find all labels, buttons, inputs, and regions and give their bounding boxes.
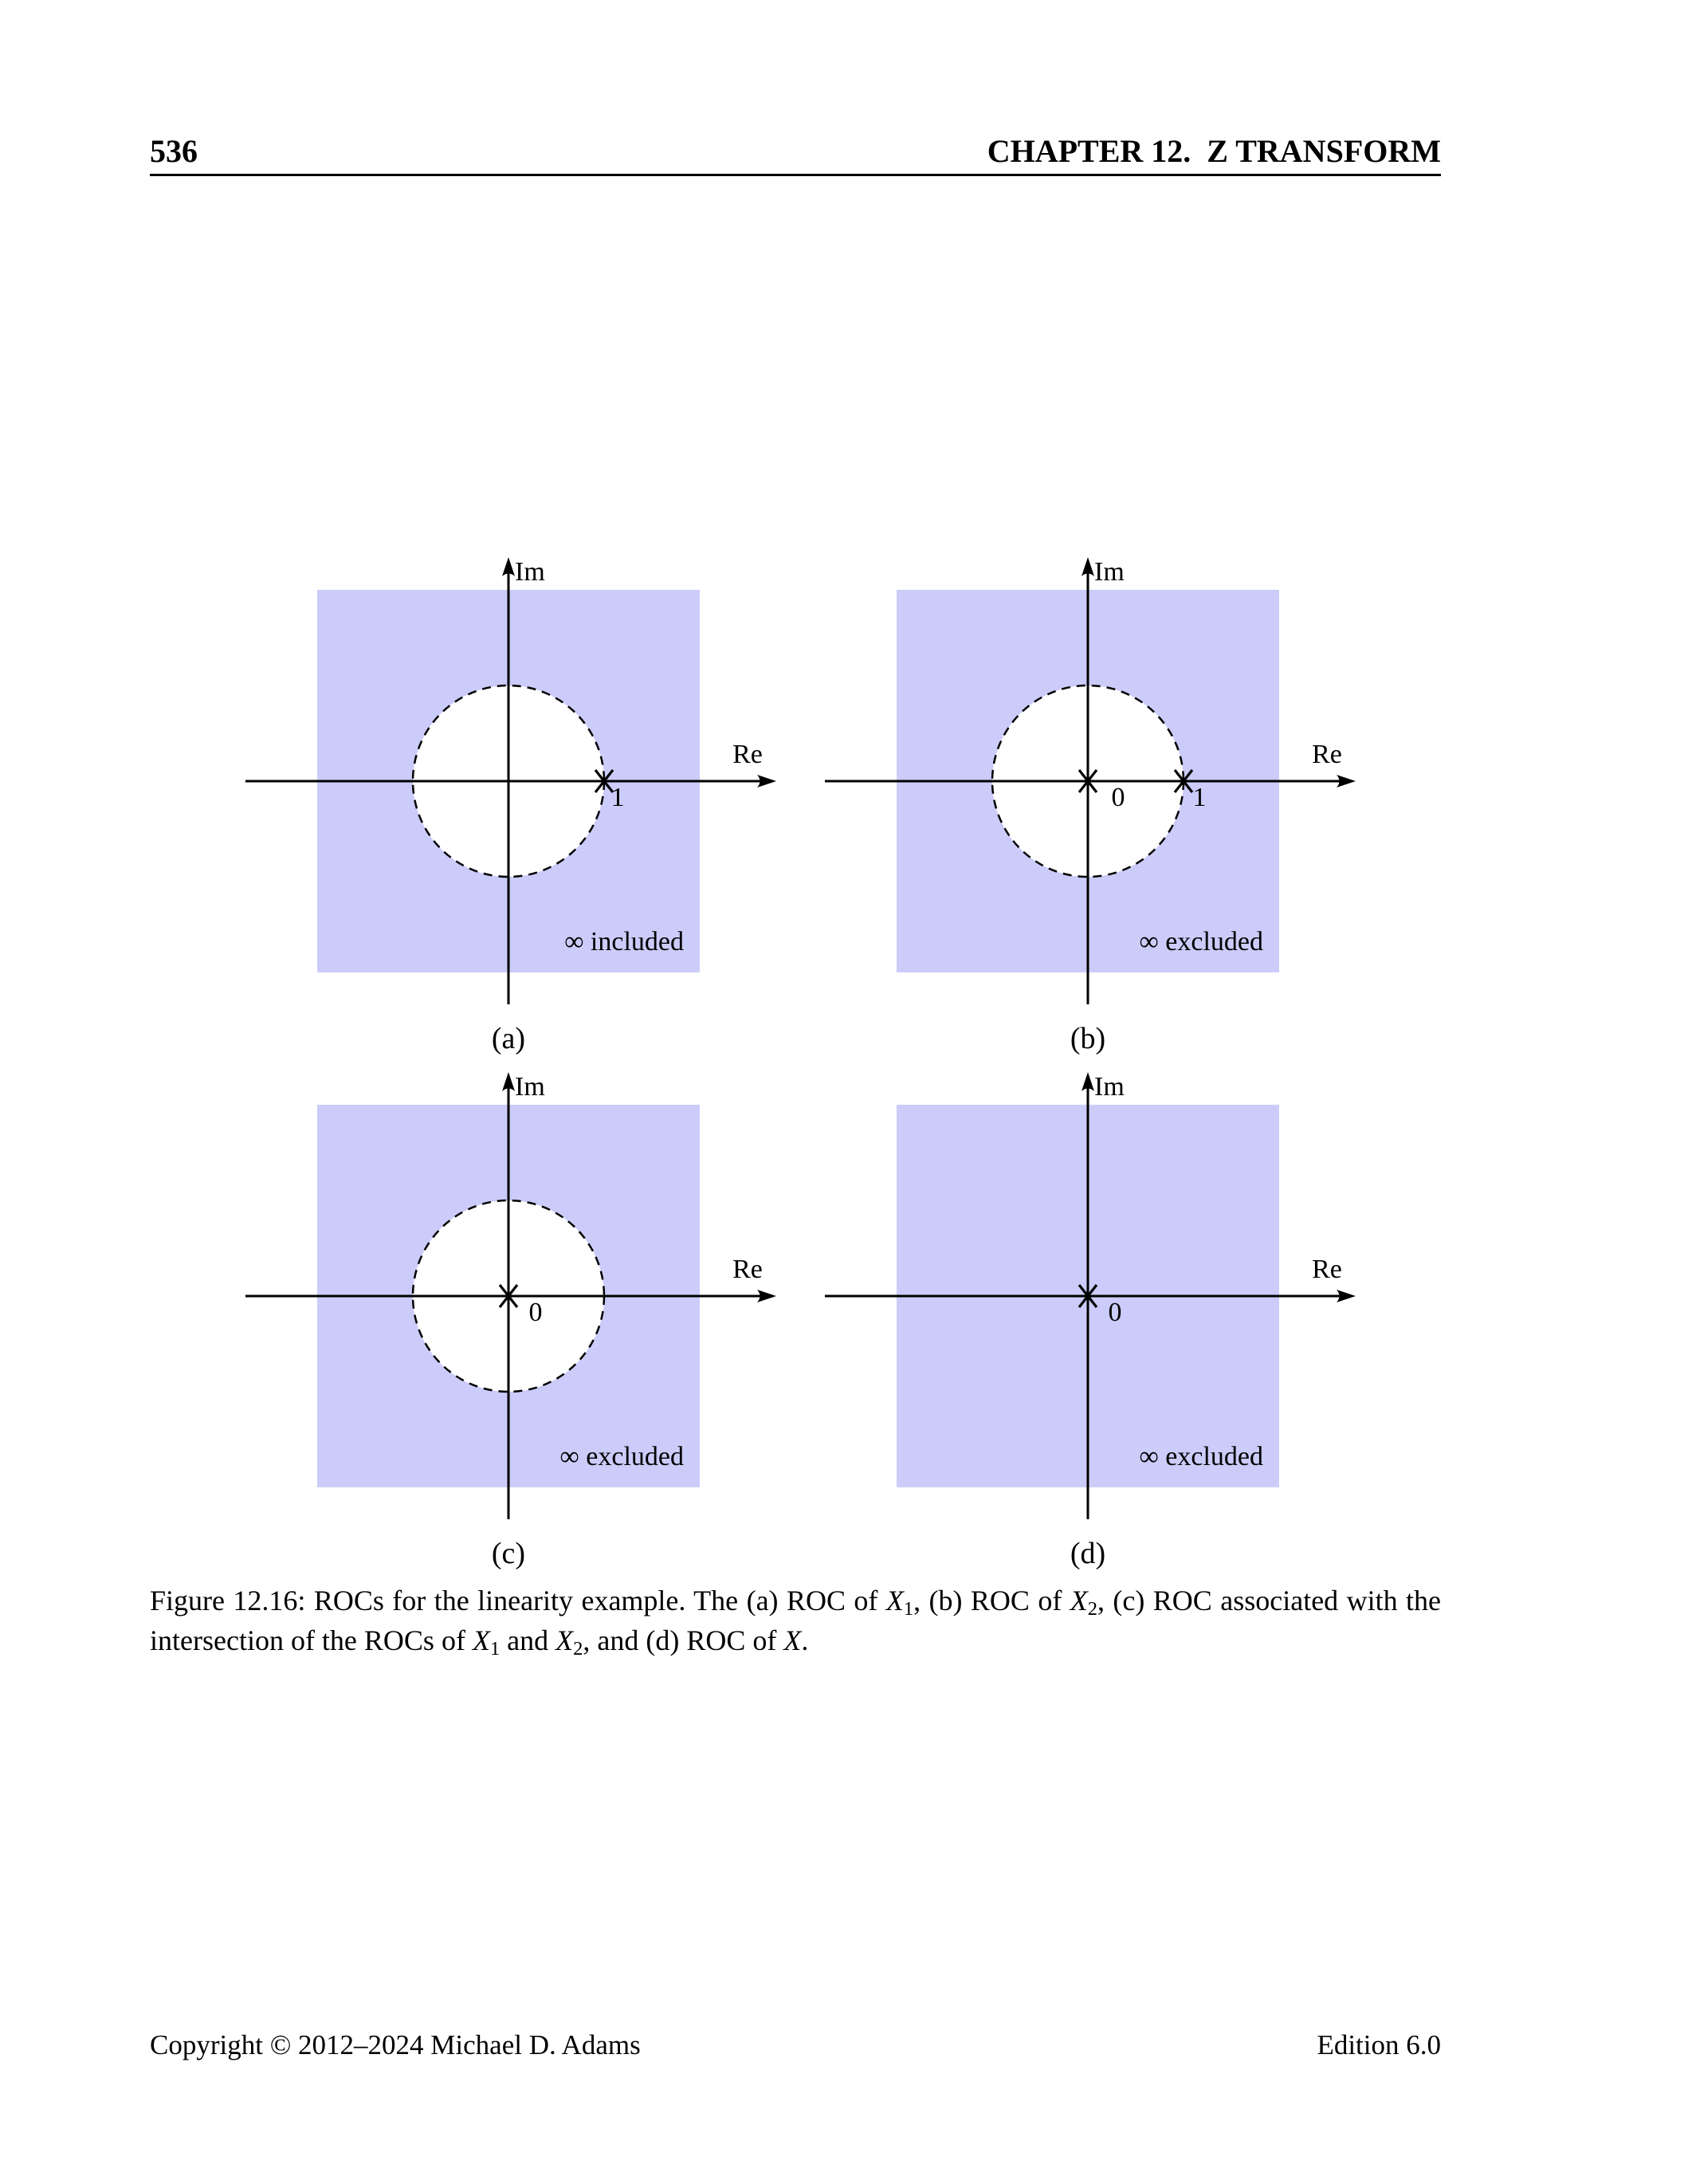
figure-caption: Figure 12.16: ROCs for the linearity exa… — [150, 1585, 1441, 1660]
roc-diagram-c: Im Re 0 ∞ excluded (c) — [245, 1072, 776, 1570]
infinity-note: ∞ included — [564, 927, 684, 956]
pole-marker-origin — [498, 1284, 519, 1308]
pole-marker-one — [1173, 769, 1194, 793]
page-footer: Copyright © 2012–2024 Michael D. Adams E… — [150, 2029, 1441, 2061]
re-axis-arrowhead — [757, 1290, 776, 1302]
pole-one-label: 1 — [1193, 783, 1207, 812]
infinity-note: ∞ excluded — [1140, 1442, 1263, 1471]
edition-label: Edition 6.0 — [1317, 2029, 1441, 2060]
im-axis-label: Im — [515, 1072, 545, 1102]
im-axis-arrowhead — [502, 1072, 515, 1091]
re-axis-arrowhead — [1337, 775, 1356, 788]
re-axis-label: Re — [1312, 1255, 1342, 1284]
re-axis-label: Re — [732, 1255, 763, 1284]
roc-diagram-b: Im Re 0 1 ∞ excluded (b) — [825, 557, 1356, 1055]
im-axis-arrowhead — [1081, 557, 1094, 576]
origin-label: 0 — [1109, 1298, 1122, 1327]
header-rule — [150, 174, 1441, 176]
panel-label: (b) — [1070, 1022, 1105, 1055]
im-axis-label: Im — [515, 557, 545, 587]
chapter-title: CHAPTER 12. Z TRANSFORM — [987, 133, 1441, 169]
re-axis-arrowhead — [1337, 1290, 1356, 1302]
roc-diagram-a: Im Re 1 ∞ included (a) — [245, 557, 776, 1055]
origin-label: 0 — [1112, 783, 1125, 812]
im-axis-arrowhead — [502, 557, 515, 576]
im-axis-arrowhead — [1081, 1072, 1094, 1091]
panel-label: (d) — [1070, 1537, 1105, 1570]
pole-marker-origin — [1078, 769, 1098, 793]
running-header: 536 CHAPTER 12. Z TRANSFORM — [150, 132, 1441, 170]
pole-one-label: 1 — [611, 783, 625, 812]
re-axis-label: Re — [732, 740, 763, 769]
infinity-note: ∞ excluded — [560, 1442, 684, 1471]
re-axis-label: Re — [1312, 740, 1342, 769]
panel-label: (c) — [492, 1537, 525, 1570]
roc-diagram-d: Im Re 0 ∞ excluded (d) — [825, 1072, 1356, 1570]
re-axis-arrowhead — [757, 775, 776, 788]
pole-marker-one — [594, 769, 614, 793]
im-axis-label: Im — [1094, 557, 1125, 587]
copyright-notice: Copyright © 2012–2024 Michael D. Adams — [150, 2029, 641, 2060]
infinity-note: ∞ excluded — [1140, 927, 1263, 956]
pole-marker-origin — [1078, 1284, 1098, 1308]
im-axis-label: Im — [1094, 1072, 1125, 1102]
page-number: 536 — [150, 133, 198, 169]
panel-label: (a) — [492, 1022, 525, 1055]
origin-label: 0 — [529, 1298, 543, 1327]
